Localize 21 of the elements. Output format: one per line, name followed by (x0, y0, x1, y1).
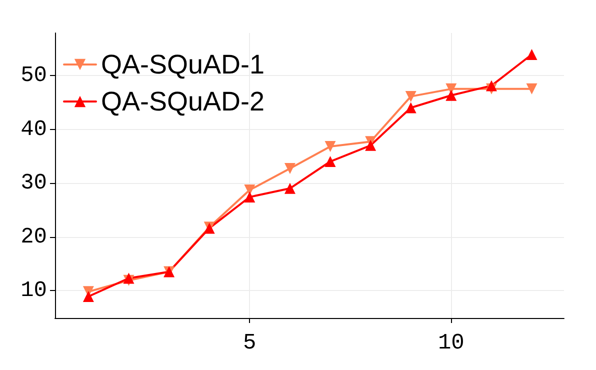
point (324, 156, 336, 168)
x-tick-label: 5 (243, 330, 256, 356)
point (284, 163, 296, 174)
point (405, 102, 416, 114)
y-tick-label: 30 (20, 170, 47, 196)
point (446, 90, 457, 101)
point (244, 192, 256, 203)
point (82, 290, 94, 302)
point (365, 140, 376, 151)
point (405, 90, 416, 102)
point (526, 83, 538, 94)
y-tick-label: 10 (20, 278, 47, 304)
y-tick-label: 20 (20, 224, 47, 250)
point (486, 80, 497, 92)
point (324, 140, 336, 152)
legend-label: QA-SQuAD-1 (101, 50, 265, 80)
y-tick-label: 40 (20, 116, 47, 142)
point (526, 49, 538, 60)
point (284, 182, 296, 194)
legend-label: QA-SQuAD-2 (101, 86, 265, 116)
y-tick-label: 50 (20, 62, 47, 88)
